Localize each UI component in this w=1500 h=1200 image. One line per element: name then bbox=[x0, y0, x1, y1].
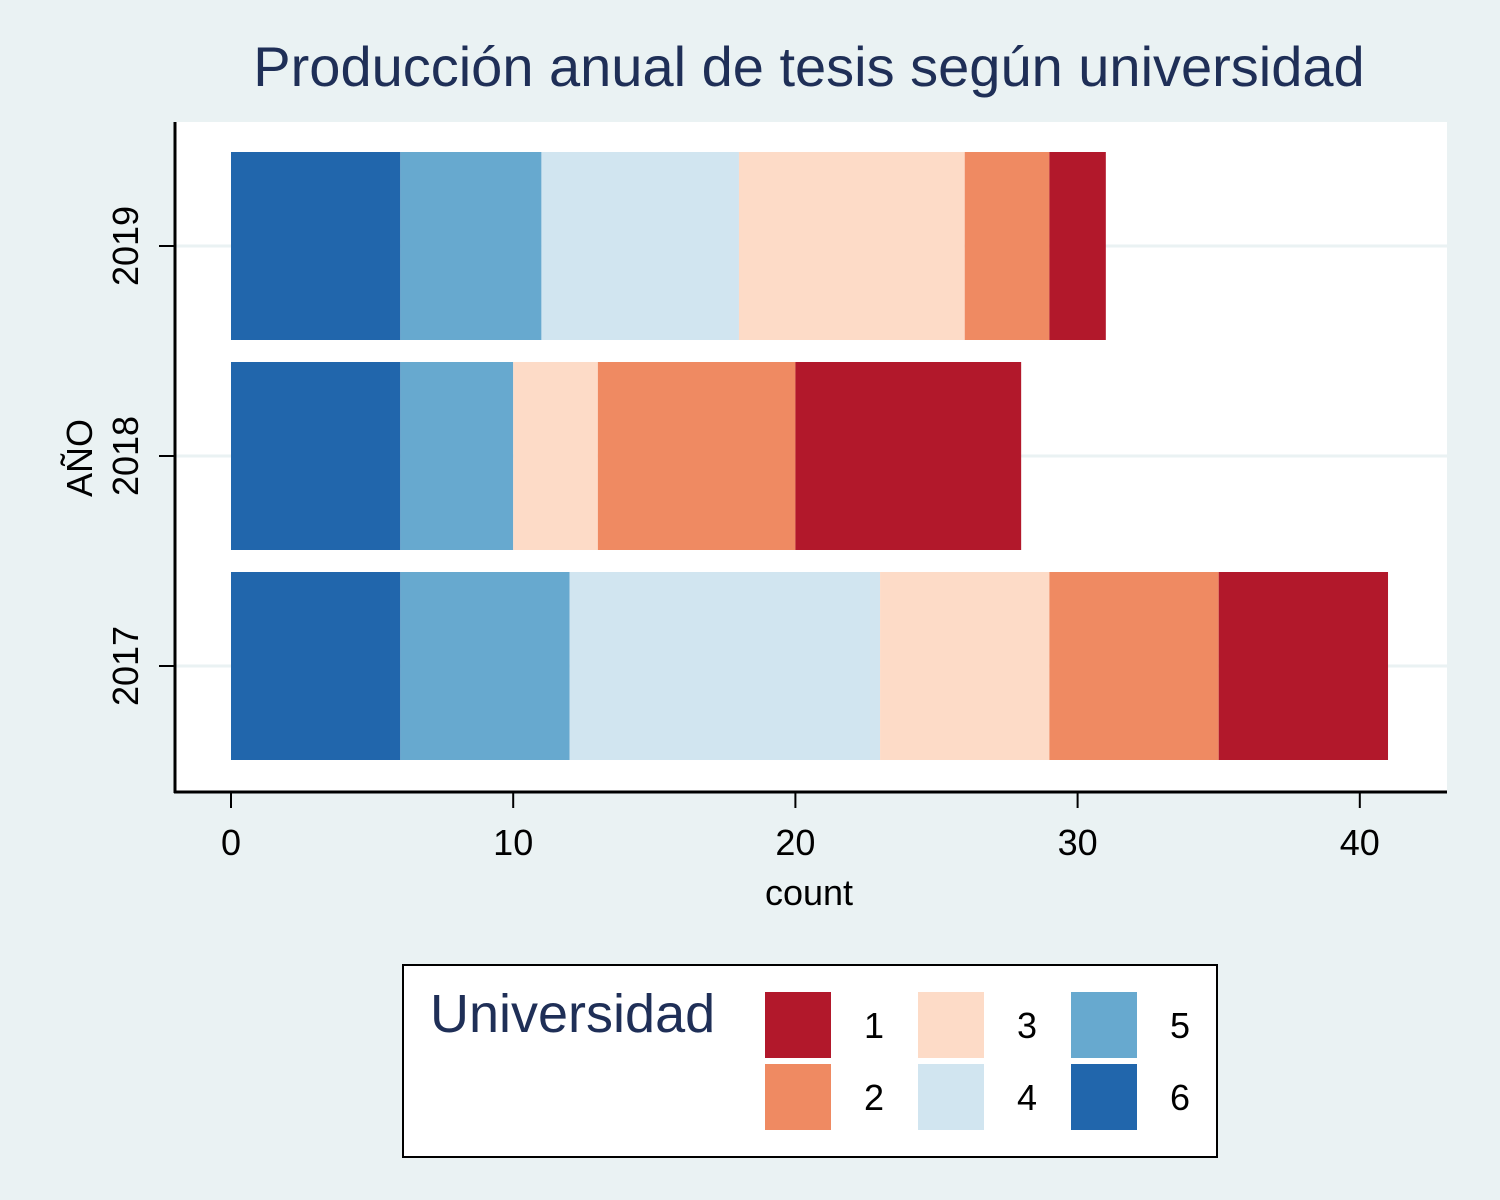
bar-2019-universidad-6 bbox=[231, 152, 401, 340]
y-tick-label-2017: 2017 bbox=[105, 626, 146, 706]
legend-label-5: 5 bbox=[1170, 1005, 1190, 1046]
bar-2018-universidad-3 bbox=[513, 362, 598, 550]
legend-label-2: 2 bbox=[864, 1077, 884, 1118]
legend-swatch-1 bbox=[765, 992, 831, 1058]
x-tick-label-0: 0 bbox=[221, 822, 241, 863]
legend-swatch-6 bbox=[1071, 1064, 1137, 1130]
bar-2017-universidad-5 bbox=[400, 572, 570, 760]
bar-2017-universidad-6 bbox=[231, 572, 401, 760]
y-axis-title: AÑO bbox=[59, 419, 100, 497]
legend-label-4: 4 bbox=[1017, 1077, 1037, 1118]
bar-2019-universidad-1 bbox=[1049, 152, 1106, 340]
x-ticks: 0 10 20 30 40 bbox=[221, 792, 1380, 863]
bar-2017-universidad-1 bbox=[1218, 572, 1389, 760]
bar-2017-universidad-3 bbox=[880, 572, 1050, 760]
bar-2017-universidad-4 bbox=[569, 572, 881, 760]
x-tick-label-30: 30 bbox=[1058, 822, 1098, 863]
bar-2019-universidad-5 bbox=[400, 152, 542, 340]
bar-2017-universidad-2 bbox=[1049, 572, 1219, 760]
bar-2018-universidad-1 bbox=[795, 362, 1022, 550]
legend-swatch-5 bbox=[1071, 992, 1137, 1058]
y-tick-label-2018: 2018 bbox=[105, 416, 146, 496]
bar-2018-universidad-2 bbox=[597, 362, 796, 550]
legend-swatch-4 bbox=[918, 1064, 984, 1130]
bar-2018-universidad-5 bbox=[400, 362, 514, 550]
x-tick-label-40: 40 bbox=[1340, 822, 1380, 863]
legend-title: Universidad bbox=[430, 984, 715, 1044]
bar-2018-universidad-6 bbox=[231, 362, 401, 550]
chart-title: Producción anual de tesis según universi… bbox=[253, 35, 1364, 98]
y-ticks: 2017 2018 2019 bbox=[105, 206, 175, 706]
legend-swatch-2 bbox=[765, 1064, 831, 1130]
bar-2019-universidad-4 bbox=[541, 152, 739, 340]
x-tick-label-20: 20 bbox=[775, 822, 815, 863]
legend-label-3: 3 bbox=[1017, 1005, 1037, 1046]
bars bbox=[231, 152, 1389, 760]
legend-swatch-3 bbox=[918, 992, 984, 1058]
legend-label-1: 1 bbox=[864, 1005, 884, 1046]
bar-2019-universidad-3 bbox=[738, 152, 965, 340]
x-tick-label-10: 10 bbox=[493, 822, 533, 863]
legend-items: 1 2 3 4 5 6 bbox=[765, 992, 1190, 1130]
legend-label-6: 6 bbox=[1170, 1077, 1190, 1118]
bar-2019-universidad-2 bbox=[964, 152, 1050, 340]
y-tick-label-2019: 2019 bbox=[105, 206, 146, 286]
legend: Universidad 1 2 3 4 5 6 bbox=[402, 964, 1218, 1158]
x-axis-title: count bbox=[765, 872, 853, 913]
